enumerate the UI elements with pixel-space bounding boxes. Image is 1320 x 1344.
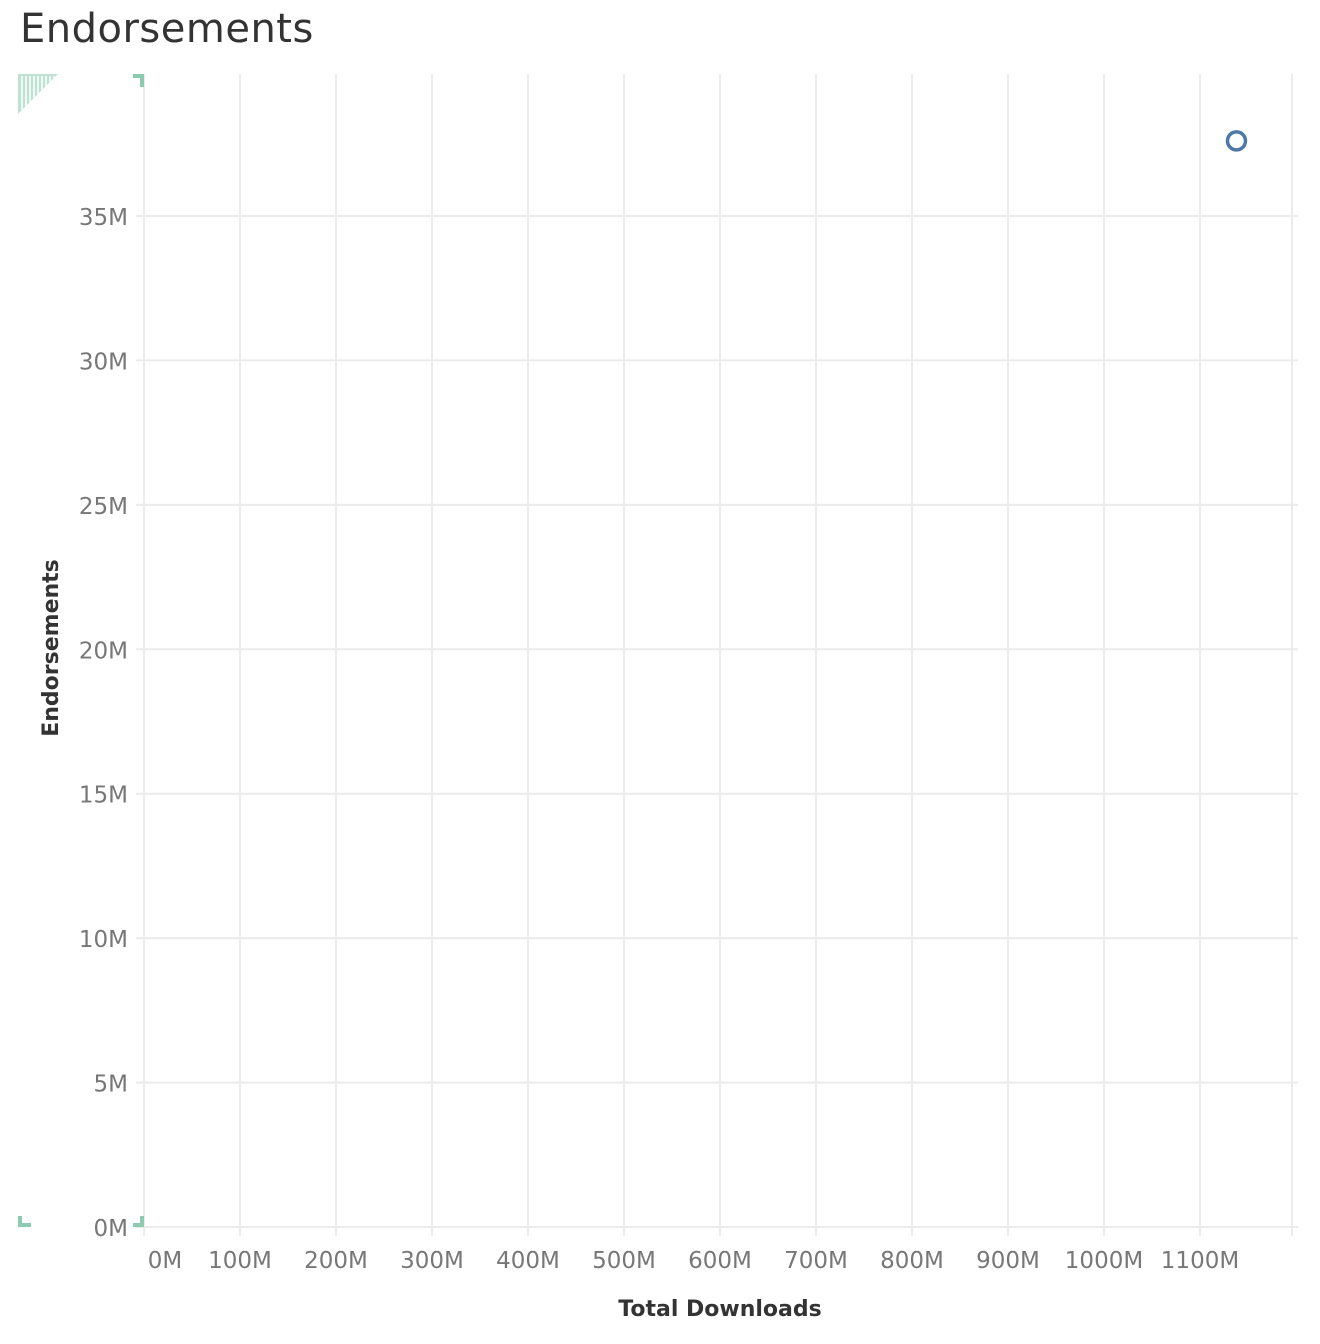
scatter-point[interactable] xyxy=(1225,130,1248,152)
y-tick-label: 0M xyxy=(94,1216,128,1242)
x-tick-label: 200M xyxy=(304,1248,368,1274)
x-tick-label: 100M xyxy=(208,1248,272,1274)
top-right-bracket-icon xyxy=(133,74,144,87)
x-tick-label: 800M xyxy=(880,1248,944,1274)
selection-handles[interactable] xyxy=(18,74,144,1227)
y-tick-label: 15M xyxy=(79,783,128,809)
x-tick-label: 600M xyxy=(688,1248,752,1274)
bottom-right-bracket-icon xyxy=(133,1216,144,1227)
y-axis: 0M 5M 10M 15M 20M 25M 30M 35M xyxy=(79,205,128,1242)
y-axis-title: Endorsements xyxy=(39,559,64,737)
x-tick-label: 500M xyxy=(592,1248,656,1274)
bottom-left-bracket-icon xyxy=(18,1216,31,1227)
y-tick-label: 25M xyxy=(79,494,128,520)
y-tick-label: 35M xyxy=(79,205,128,231)
x-tick-label: 1000M xyxy=(1065,1248,1143,1274)
x-axis-title: Total Downloads xyxy=(618,1297,821,1322)
x-axis: 0M 100M 200M 300M 400M 500M 600M 700M 800M 900M 10… xyxy=(148,1248,1239,1274)
top-left-handle-icon[interactable] xyxy=(18,74,58,114)
x-tick-label: 700M xyxy=(784,1248,848,1274)
chart-title: Endorsements xyxy=(20,6,314,52)
x-tick-label: 300M xyxy=(400,1248,464,1274)
points-layer[interactable] xyxy=(1225,130,1248,152)
x-tick-label: 900M xyxy=(976,1248,1040,1274)
y-tick-label: 30M xyxy=(79,349,128,375)
y-tick-label: 10M xyxy=(79,927,128,953)
y-tick-label: 20M xyxy=(79,638,128,664)
grid-layer xyxy=(136,74,1298,1236)
x-tick-label: 0M xyxy=(148,1248,182,1274)
y-tick-label: 5M xyxy=(94,1072,128,1098)
x-tick-label: 1100M xyxy=(1161,1248,1239,1274)
x-tick-label: 400M xyxy=(496,1248,560,1274)
